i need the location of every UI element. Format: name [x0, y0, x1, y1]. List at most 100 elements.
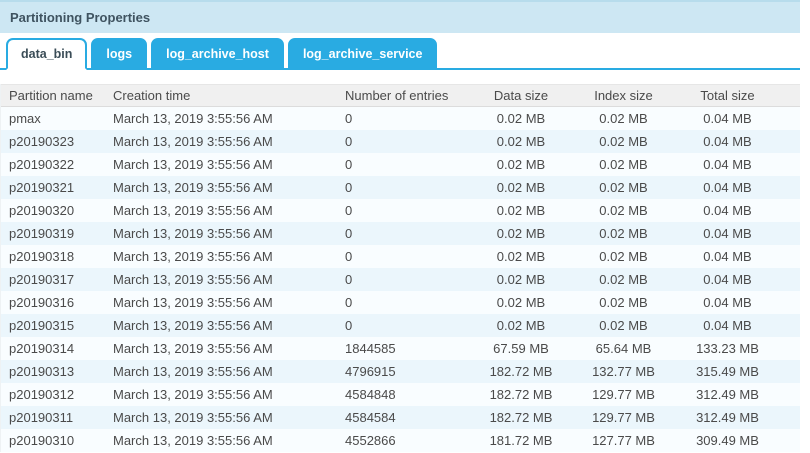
cell-number-of-entries: 0 [345, 249, 353, 264]
cell-partition-name: p20190313 [9, 364, 75, 379]
cell-data-size: 0.02 MB [496, 318, 546, 333]
cell-creation-time: March 13, 2019 3:55:56 AM [113, 364, 273, 379]
cell-creation-time: March 13, 2019 3:55:56 AM [113, 295, 273, 310]
cell-creation-time: March 13, 2019 3:55:56 AM [113, 180, 273, 195]
cell-total-size: 0.04 MB [703, 157, 752, 172]
cell-partition-name: p20190316 [9, 295, 75, 310]
cell-creation-time: March 13, 2019 3:55:56 AM [113, 249, 273, 264]
cell-total-size: 0.04 MB [703, 180, 752, 195]
table-row[interactable]: p20190315 March 13, 2019 3:55:56 AM 0 0.02 … [1, 314, 800, 337]
cell-data-size: 181.72 MB [489, 433, 553, 448]
column-header-partition-name: Partition name [9, 88, 93, 103]
cell-index-size: 129.77 MB [592, 410, 655, 425]
cell-data-size: 182.72 MB [489, 364, 553, 379]
cell-partition-name: p20190310 [9, 433, 75, 448]
cell-index-size: 0.02 MB [599, 295, 648, 310]
tab-logs[interactable]: logs [91, 38, 148, 68]
cell-index-size: 0.02 MB [599, 249, 648, 264]
cell-number-of-entries: 0 [345, 111, 353, 126]
cell-creation-time: March 13, 2019 3:55:56 AM [113, 203, 273, 218]
cell-index-size: 129.77 MB [592, 387, 655, 402]
table-header-row: Partition name Creation time Number of e… [1, 84, 800, 107]
table-row[interactable]: p20190317 March 13, 2019 3:55:56 AM 0 0.02 … [1, 268, 800, 291]
cell-total-size: 312.49 MB [696, 387, 759, 402]
tab-data_bin[interactable]: data_bin [6, 38, 88, 70]
cell-total-size: 0.04 MB [703, 203, 752, 218]
table-row[interactable]: p20190312 March 13, 2019 3:55:56 AM 458484… [1, 383, 800, 406]
cell-creation-time: March 13, 2019 3:55:56 AM [113, 272, 273, 287]
cell-number-of-entries: 1844585 [345, 341, 396, 356]
table-row[interactable]: p20190321 March 13, 2019 3:55:56 AM 0 0.02 … [1, 176, 800, 199]
cell-creation-time: March 13, 2019 3:55:56 AM [113, 387, 273, 402]
cell-number-of-entries: 0 [345, 180, 353, 195]
cell-partition-name: p20190322 [9, 157, 75, 172]
table-row[interactable]: p20190319 March 13, 2019 3:55:56 AM 0 0.02 … [1, 222, 800, 245]
cell-total-size: 309.49 MB [696, 433, 759, 448]
cell-partition-name: p20190311 [9, 410, 74, 425]
cell-data-size: 0.02 MB [496, 249, 546, 264]
cell-index-size: 0.02 MB [599, 157, 648, 172]
table-row[interactable]: p20190311 March 13, 2019 3:55:56 AM 458458… [1, 406, 800, 429]
cell-index-size: 0.02 MB [599, 318, 648, 333]
table-row[interactable]: p20190313 March 13, 2019 3:55:56 AM 479691… [1, 360, 800, 383]
cell-number-of-entries: 4796915 [345, 364, 396, 379]
cell-data-size: 0.02 MB [496, 111, 546, 126]
table-row[interactable]: p20190314 March 13, 2019 3:55:56 AM 184458… [1, 337, 800, 360]
table-row[interactable]: p20190318 March 13, 2019 3:55:56 AM 0 0.02 … [1, 245, 800, 268]
cell-data-size: 0.02 MB [496, 134, 546, 149]
cell-total-size: 0.04 MB [703, 318, 752, 333]
cell-number-of-entries: 0 [345, 203, 353, 218]
table-body: pmax March 13, 2019 3:55:56 AM 0 0.02 MB 0.0… [1, 107, 800, 452]
cell-index-size: 0.02 MB [599, 272, 648, 287]
table-row[interactable]: p20190322 March 13, 2019 3:55:56 AM 0 0.02 … [1, 153, 800, 176]
table-row[interactable]: pmax March 13, 2019 3:55:56 AM 0 0.02 MB 0.0… [1, 107, 800, 130]
table-row[interactable]: p20190310 March 13, 2019 3:55:56 AM 455286… [1, 429, 800, 452]
cell-number-of-entries: 0 [345, 318, 353, 333]
cell-total-size: 312.49 MB [696, 410, 759, 425]
cell-index-size: 0.02 MB [599, 134, 648, 149]
cell-number-of-entries: 4584584 [345, 410, 396, 425]
cell-creation-time: March 13, 2019 3:55:56 AM [113, 341, 273, 356]
cell-partition-name: p20190315 [9, 318, 75, 333]
cell-creation-time: March 13, 2019 3:55:56 AM [113, 433, 273, 448]
table-row[interactable]: p20190323 March 13, 2019 3:55:56 AM 0 0.02 … [1, 130, 800, 153]
cell-creation-time: March 13, 2019 3:55:56 AM [113, 410, 273, 425]
panel-title: Partitioning Properties [10, 10, 151, 25]
cell-total-size: 315.49 MB [696, 364, 759, 379]
cell-data-size: 0.02 MB [496, 295, 546, 310]
cell-partition-name: p20190323 [9, 134, 75, 149]
cell-number-of-entries: 4552866 [345, 433, 396, 448]
cell-partition-name: p20190317 [9, 272, 75, 287]
cell-total-size: 133.23 MB [696, 341, 759, 356]
cell-creation-time: March 13, 2019 3:55:56 AM [113, 157, 273, 172]
cell-partition-name: p20190319 [9, 226, 75, 241]
cell-number-of-entries: 0 [345, 134, 353, 149]
column-header-creation-time: Creation time [113, 88, 191, 103]
cell-index-size: 132.77 MB [592, 364, 655, 379]
cell-data-size: 0.02 MB [496, 226, 546, 241]
cell-index-size: 0.02 MB [599, 111, 648, 126]
cell-total-size: 0.04 MB [703, 111, 752, 126]
cell-creation-time: March 13, 2019 3:55:56 AM [113, 226, 273, 241]
cell-total-size: 0.04 MB [703, 226, 752, 241]
cell-total-size: 0.04 MB [703, 249, 752, 264]
cell-number-of-entries: 0 [345, 157, 353, 172]
cell-partition-name: p20190314 [9, 341, 75, 356]
cell-number-of-entries: 4584848 [345, 387, 396, 402]
cell-data-size: 0.02 MB [496, 180, 546, 195]
table-row[interactable]: p20190320 March 13, 2019 3:55:56 AM 0 0.02 … [1, 199, 800, 222]
cell-number-of-entries: 0 [345, 226, 353, 241]
cell-total-size: 0.04 MB [703, 295, 752, 310]
cell-data-size: 182.72 MB [489, 387, 553, 402]
cell-index-size: 65.64 MB [595, 341, 652, 356]
cell-partition-name: p20190312 [9, 387, 75, 402]
cell-partition-name: pmax [9, 111, 41, 126]
tab-log_archive_service[interactable]: log_archive_service [287, 38, 438, 68]
column-header-data-size: Data size [493, 88, 549, 103]
tab-log_archive_host[interactable]: log_archive_host [151, 38, 284, 68]
column-header-total-size: Total size [700, 88, 755, 103]
tab-bar: data_bin logs log_archive_host log_archive_… [0, 38, 800, 70]
table-row[interactable]: p20190316 March 13, 2019 3:55:56 AM 0 0.02 … [1, 291, 800, 314]
cell-number-of-entries: 0 [345, 295, 353, 310]
cell-data-size: 67.59 MB [493, 341, 549, 356]
